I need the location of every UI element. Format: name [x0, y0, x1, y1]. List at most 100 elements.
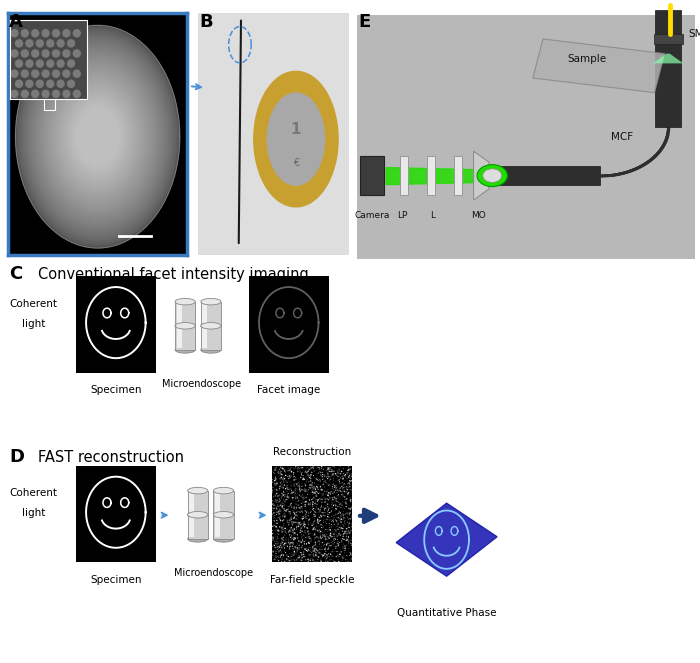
Point	[323, 543, 334, 554]
Point	[339, 545, 350, 556]
Point	[298, 473, 309, 483]
Point	[319, 496, 330, 507]
Point	[277, 482, 288, 493]
Point	[306, 548, 317, 558]
Point	[290, 472, 301, 483]
Polygon shape	[653, 54, 683, 64]
Point	[330, 543, 342, 554]
Point	[330, 504, 342, 514]
Point	[288, 503, 300, 513]
Point	[319, 503, 330, 514]
Point	[339, 491, 350, 502]
Point	[298, 511, 309, 522]
Point	[270, 463, 281, 473]
Point	[295, 532, 307, 542]
Circle shape	[77, 108, 118, 165]
Point	[322, 511, 333, 522]
Point	[296, 484, 307, 495]
Point	[325, 524, 336, 535]
Point	[317, 550, 328, 560]
Text: FAST reconstruction: FAST reconstruction	[38, 450, 185, 465]
Point	[337, 554, 348, 564]
Point	[278, 541, 289, 552]
Point	[270, 485, 281, 495]
Point	[279, 477, 290, 488]
Point	[307, 542, 318, 552]
Point	[337, 509, 349, 519]
Point	[279, 496, 290, 507]
Point	[291, 554, 302, 565]
Point	[276, 525, 287, 536]
Point	[328, 538, 339, 549]
Point	[273, 506, 284, 516]
Point	[317, 489, 328, 500]
Point	[334, 506, 345, 516]
Point	[315, 515, 326, 526]
Point	[346, 486, 358, 497]
Point	[269, 475, 280, 486]
Circle shape	[57, 80, 64, 88]
Bar	[360, 156, 384, 195]
Point	[316, 537, 328, 548]
Point	[307, 475, 318, 485]
Point	[321, 471, 332, 481]
Point	[321, 501, 332, 511]
Point	[344, 478, 355, 489]
Point	[330, 481, 341, 491]
Point	[329, 546, 340, 557]
Point	[280, 483, 291, 494]
Point	[286, 498, 297, 509]
Point	[342, 467, 353, 478]
Point	[286, 524, 297, 534]
Point	[300, 496, 312, 507]
Circle shape	[42, 30, 49, 37]
Point	[321, 497, 332, 507]
Point	[316, 534, 327, 544]
Point	[276, 493, 287, 504]
Point	[288, 462, 299, 473]
Point	[292, 532, 303, 543]
Point	[274, 489, 285, 499]
Point	[343, 522, 354, 532]
Point	[309, 485, 320, 496]
Point	[314, 463, 326, 474]
Point	[277, 498, 288, 509]
Point	[308, 488, 319, 499]
Point	[316, 497, 328, 508]
Point	[333, 556, 344, 567]
Text: Specimen: Specimen	[90, 385, 141, 395]
Point	[335, 486, 346, 497]
Point	[268, 546, 279, 556]
Point	[324, 475, 335, 485]
Point	[323, 503, 335, 513]
Circle shape	[34, 50, 162, 223]
Point	[277, 474, 288, 485]
Point	[270, 480, 281, 491]
Point	[284, 476, 295, 487]
Point	[322, 464, 333, 475]
Point	[327, 522, 338, 532]
Point	[295, 523, 307, 534]
Point	[328, 475, 339, 485]
Point	[270, 552, 281, 563]
Point	[273, 497, 284, 508]
Point	[305, 463, 316, 473]
Point	[324, 520, 335, 531]
Point	[312, 532, 323, 543]
Point	[328, 519, 339, 530]
Circle shape	[57, 60, 64, 67]
Point	[302, 497, 314, 508]
Point	[323, 471, 335, 482]
Point	[288, 538, 300, 549]
Point	[307, 496, 318, 507]
Point	[338, 512, 349, 523]
Bar	[176, 328, 182, 348]
Point	[312, 525, 323, 536]
Point	[326, 540, 337, 551]
Point	[302, 466, 314, 477]
Point	[292, 527, 303, 538]
Point	[298, 545, 309, 556]
Point	[301, 539, 312, 550]
Point	[312, 495, 323, 505]
Point	[324, 487, 335, 498]
